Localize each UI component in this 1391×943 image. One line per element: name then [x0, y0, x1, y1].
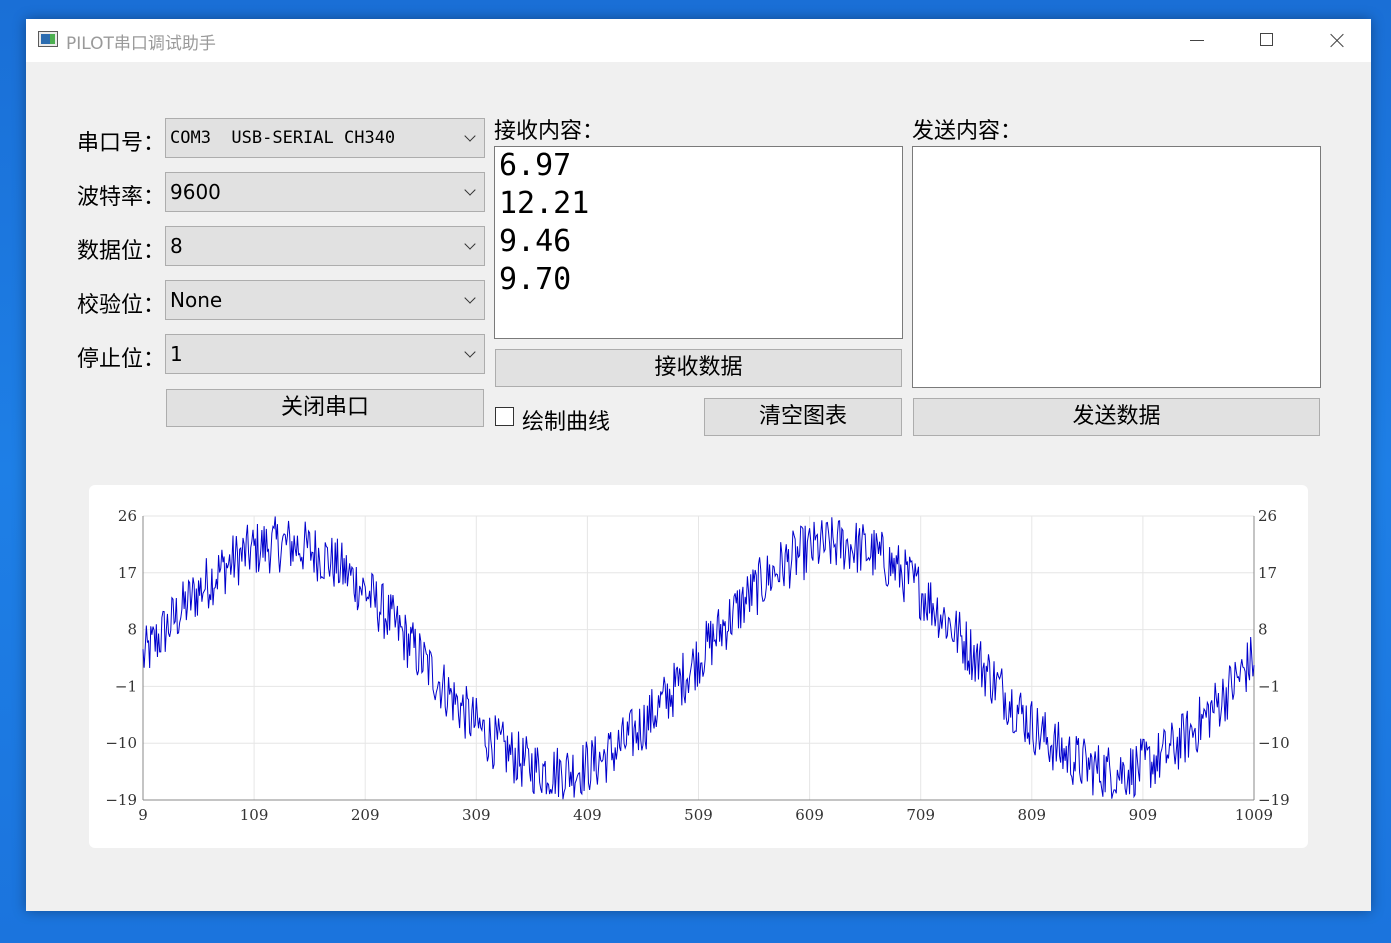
- chevron-down-icon: [464, 184, 476, 196]
- x-tick-label: 509: [684, 806, 713, 824]
- databits-label: 数据位：: [77, 239, 166, 264]
- receive-line: 12.21: [499, 186, 590, 221]
- window-title: PILOT串口调试助手: [66, 34, 216, 54]
- x-tick-label: 1009: [1235, 806, 1273, 824]
- chevron-down-icon: [464, 238, 476, 250]
- send-textbox[interactable]: [912, 146, 1321, 388]
- y-tick-label-right: −1: [1258, 677, 1280, 695]
- app-icon: [38, 31, 58, 47]
- parity-select[interactable]: None: [165, 280, 485, 320]
- y-tick-label-left: −19: [105, 791, 137, 809]
- y-tick-label-right: 8: [1258, 621, 1268, 639]
- databits-select[interactable]: 8: [165, 226, 485, 266]
- close-window-button[interactable]: [1301, 19, 1371, 62]
- parity-select-value: None: [170, 288, 223, 312]
- port-label: 串口号：: [77, 131, 166, 156]
- receive-textbox[interactable]: 6.97 12.21 9.46 9.70: [494, 146, 903, 339]
- y-tick-label-right: −10: [1258, 734, 1290, 752]
- port-select-value: COM3 USB-SERIAL CH340: [170, 128, 396, 148]
- minimize-button[interactable]: [1161, 19, 1231, 62]
- toggle-port-button[interactable]: 关闭串口: [166, 389, 484, 427]
- parity-label: 校验位：: [77, 293, 166, 318]
- databits-select-value: 8: [170, 234, 183, 258]
- x-tick-label: 609: [795, 806, 824, 824]
- receive-label: 接收内容：: [494, 119, 605, 144]
- receive-line: 6.97: [499, 148, 572, 183]
- port-select[interactable]: COM3 USB-SERIAL CH340: [165, 118, 485, 158]
- line-chart: 9 109 209 309 409 509 609 709 809 909 1009 26 26 17 17…: [105, 507, 1290, 824]
- y-tick-label-right: 17: [1258, 564, 1277, 582]
- plot-curve-checkbox[interactable]: [495, 407, 514, 426]
- series-line: [142, 516, 1255, 800]
- receive-data-button[interactable]: 接收数据: [495, 349, 902, 387]
- y-tick-label-left: 17: [118, 564, 137, 582]
- stopbits-select-value: 1: [170, 342, 183, 366]
- y-tick-label-left: −1: [115, 677, 137, 695]
- y-tick-label-left: −10: [105, 734, 137, 752]
- chevron-down-icon: [464, 292, 476, 304]
- y-tick-label-left: 8: [127, 621, 137, 639]
- send-label: 发送内容：: [912, 119, 1023, 144]
- maximize-button[interactable]: [1231, 19, 1301, 62]
- baud-label: 波特率：: [77, 185, 166, 210]
- x-tick-label: 909: [1129, 806, 1158, 824]
- main-window: PILOT串口调试助手 串口号： COM3 USB-SERIAL CH340 波…: [26, 19, 1371, 911]
- x-tick-label: 209: [351, 806, 380, 824]
- plot-curve-label: 绘制曲线: [522, 410, 611, 435]
- clear-chart-button[interactable]: 清空图表: [704, 398, 902, 436]
- x-tick-label: 709: [906, 806, 935, 824]
- stopbits-label: 停止位：: [77, 347, 166, 372]
- baud-select-value: 9600: [170, 180, 221, 204]
- chart-panel: 9 109 209 309 409 509 609 709 809 909 1009 26 26 17 17…: [89, 485, 1308, 848]
- receive-line: 9.46: [499, 224, 572, 259]
- x-tick-label: 409: [573, 806, 602, 824]
- x-tick-label: 9: [138, 806, 148, 824]
- baud-select[interactable]: 9600: [165, 172, 485, 212]
- y-tick-label-left: 26: [118, 507, 137, 525]
- x-tick-label: 809: [1017, 806, 1046, 824]
- stopbits-select[interactable]: 1: [165, 334, 485, 374]
- chevron-down-icon: [464, 130, 476, 142]
- y-tick-label-right: 26: [1258, 507, 1277, 525]
- x-tick-label: 309: [462, 806, 491, 824]
- chevron-down-icon: [464, 346, 476, 358]
- receive-line: 9.70: [499, 262, 572, 297]
- title-bar: PILOT串口调试助手: [26, 19, 1371, 62]
- y-tick-label-right: −19: [1258, 791, 1290, 809]
- x-tick-label: 109: [240, 806, 269, 824]
- send-data-button[interactable]: 发送数据: [913, 398, 1320, 436]
